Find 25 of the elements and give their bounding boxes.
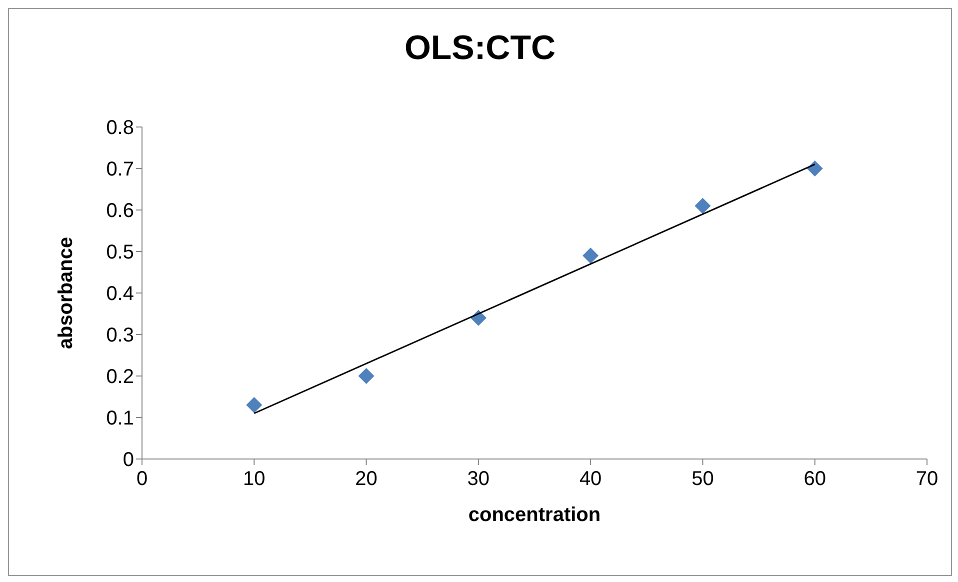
x-tick-label: 60 bbox=[804, 468, 826, 490]
x-axis-title: concentration bbox=[468, 504, 601, 526]
y-axis-title: absorbance bbox=[55, 236, 78, 350]
y-tick-label: 0.2 bbox=[106, 366, 134, 388]
y-tick-label: 0.4 bbox=[106, 283, 134, 306]
x-tick-label: 20 bbox=[355, 468, 378, 490]
point bbox=[582, 248, 599, 264]
point bbox=[806, 160, 823, 176]
x-tick-label: 70 bbox=[916, 468, 938, 490]
y-tick-label: 0.6 bbox=[106, 200, 134, 222]
y-tick-label: 0.1 bbox=[106, 408, 134, 430]
x-tick-label: 50 bbox=[692, 468, 714, 490]
point bbox=[246, 397, 262, 414]
y-tick-label: 0.5 bbox=[106, 242, 134, 264]
chart-title: OLS:CTC bbox=[403, 29, 557, 68]
point bbox=[694, 198, 711, 214]
x-tick-label: 0 bbox=[136, 468, 148, 490]
x-tick-label: 30 bbox=[467, 468, 490, 490]
x-tick-label: 10 bbox=[243, 468, 266, 490]
x-tick-label: 40 bbox=[579, 468, 602, 490]
y-tick-label: 0.7 bbox=[106, 158, 134, 181]
y-tick-label: 0.8 bbox=[106, 117, 134, 140]
y-tick-label: 0 bbox=[122, 449, 134, 472]
y-tick-label: 0.3 bbox=[106, 324, 134, 347]
point bbox=[358, 368, 374, 384]
